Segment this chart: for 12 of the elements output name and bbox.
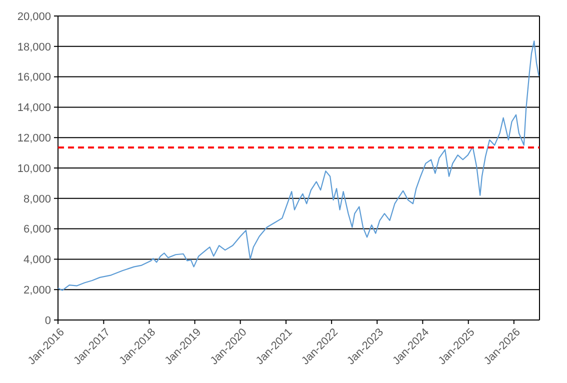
y-tick-label: 12,000 xyxy=(17,132,51,144)
y-tick-label: 20,000 xyxy=(17,10,51,23)
y-tick-label: 16,000 xyxy=(17,72,51,84)
line-series xyxy=(57,40,540,291)
y-tick-label: 2,000 xyxy=(23,284,51,296)
y-tick-label: 18,000 xyxy=(17,41,51,54)
y-tick-label: 10,000 xyxy=(17,162,51,175)
y-tick-label: 14,000 xyxy=(17,102,51,114)
y-tick-label: 0 xyxy=(44,314,51,327)
y-tick-label: 6,000 xyxy=(23,224,51,236)
y-tick-label: 8,000 xyxy=(23,193,51,206)
y-tick-label: 4,000 xyxy=(23,254,51,266)
